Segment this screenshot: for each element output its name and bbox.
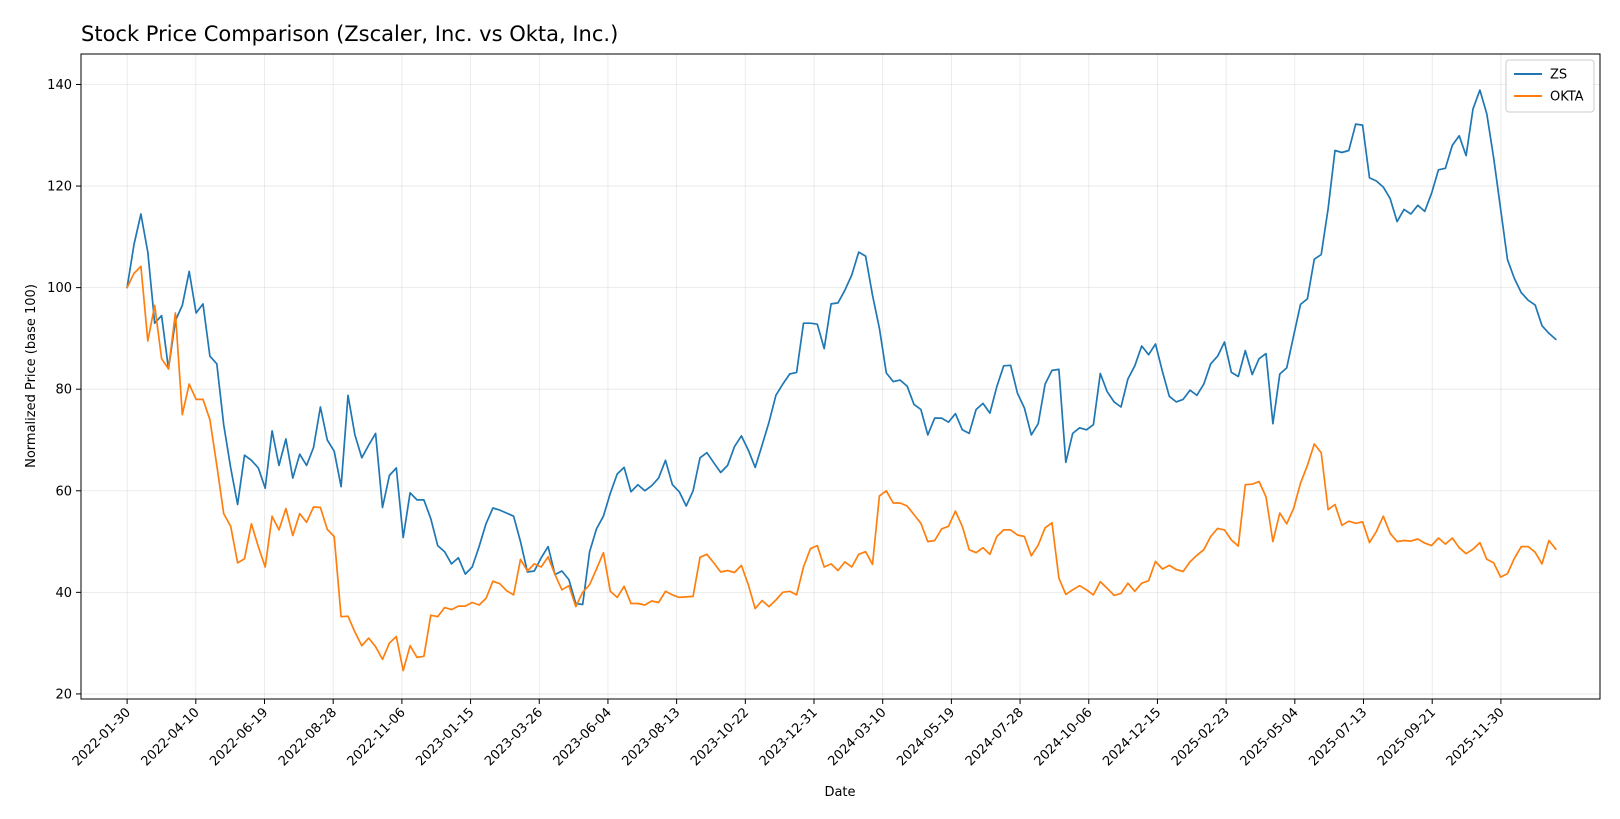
x-tick-label: 2023-03-26 [482,705,546,769]
legend-label-okta: OKTA [1550,90,1584,105]
y-axis-label: Normalized Price (base 100) [24,284,39,468]
x-tick-label: 2022-01-30 [70,705,134,769]
y-tick-label: 120 [47,180,72,195]
plot-frame [80,53,1601,700]
x-tick-label: 2023-08-13 [619,705,683,769]
x-tick-label: 2023-01-15 [413,705,477,769]
x-axis: 2022-01-30 2022-04-10 2022-06-19 2022-08-28… [70,699,1508,769]
x-tick-label: 2024-03-10 [825,705,889,769]
series-line-okta [126,265,1557,672]
x-tick-label: 2024-05-19 [894,705,958,769]
y-tick-label: 60 [55,484,72,499]
x-tick-label: 2024-10-06 [1032,705,1096,769]
x-axis-label: Date [824,785,855,800]
chart-title: Stock Price Comparison (Zscaler, Inc. vs… [81,22,618,46]
legend-label-zs: ZS [1550,68,1567,83]
plot-area [81,54,1600,699]
series-line-zs [126,89,1557,606]
x-tick-label: 2024-07-28 [963,705,1027,769]
x-tick-label: 2022-08-28 [276,705,340,769]
x-tick-label: 2025-05-04 [1238,705,1302,769]
x-tick-label: 2023-10-22 [688,705,752,769]
y-axis: 20 40 60 80 100 120 140 [47,78,81,702]
x-tick-label: 2024-12-15 [1100,705,1164,769]
y-tick-label: 20 [55,687,72,702]
y-tick-label: 40 [55,586,72,601]
legend: ZS OKTA [1505,59,1595,113]
x-tick-label: 2025-09-21 [1375,705,1439,769]
y-tick-label: 140 [47,78,72,93]
x-tick-label: 2022-11-06 [345,705,409,769]
grid-lines [81,54,1600,699]
x-tick-label: 2022-04-10 [139,705,203,769]
x-tick-label: 2025-07-13 [1306,705,1370,769]
x-tick-label: 2022-06-19 [207,705,271,769]
x-tick-label: 2023-12-31 [757,705,821,769]
series-layer [126,89,1557,672]
x-tick-label: 2025-11-30 [1444,705,1508,769]
y-tick-label: 80 [55,383,72,398]
y-tick-label: 100 [47,281,72,296]
x-tick-label: 2025-02-23 [1169,705,1233,769]
x-tick-label: 2023-06-04 [551,705,615,769]
